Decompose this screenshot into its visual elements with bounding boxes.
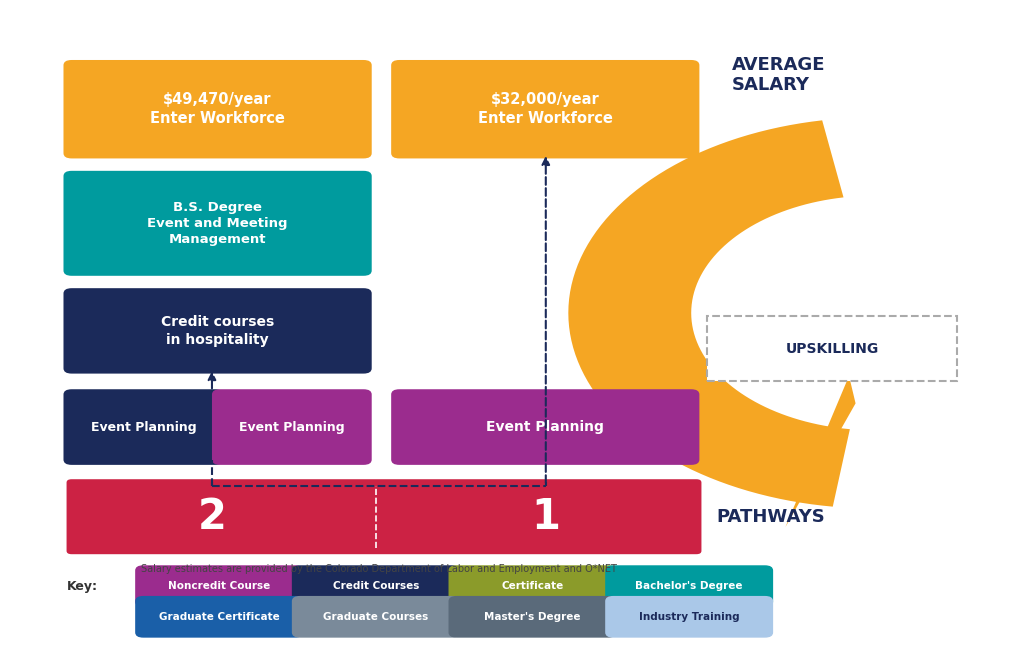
FancyBboxPatch shape	[605, 565, 773, 607]
FancyBboxPatch shape	[707, 316, 957, 381]
Text: $49,470/year
Enter Workforce: $49,470/year Enter Workforce	[151, 93, 285, 126]
FancyBboxPatch shape	[449, 565, 616, 607]
FancyBboxPatch shape	[605, 596, 773, 638]
Text: 2: 2	[198, 496, 226, 538]
Polygon shape	[568, 121, 850, 507]
Text: Event Planning: Event Planning	[239, 421, 345, 434]
FancyBboxPatch shape	[391, 60, 699, 158]
Text: Certificate: Certificate	[502, 581, 563, 591]
Text: B.S. Degree
Event and Meeting
Management: B.S. Degree Event and Meeting Management	[147, 201, 288, 246]
FancyBboxPatch shape	[63, 389, 223, 465]
Text: Credit courses
in hospitality: Credit courses in hospitality	[161, 315, 274, 347]
Text: UPSKILLING: UPSKILLING	[785, 342, 879, 356]
Text: Credit Courses: Credit Courses	[333, 581, 419, 591]
FancyBboxPatch shape	[135, 565, 303, 607]
Text: Bachelor's Degree: Bachelor's Degree	[636, 581, 742, 591]
Text: AVERAGE
SALARY: AVERAGE SALARY	[732, 55, 825, 95]
Text: Noncredit Course: Noncredit Course	[168, 581, 270, 591]
Text: Event Planning: Event Planning	[90, 421, 197, 434]
FancyBboxPatch shape	[292, 596, 460, 638]
Text: Salary estimates are provided by the Colorado Department of Labor and Employment: Salary estimates are provided by the Col…	[141, 563, 616, 574]
Text: 1: 1	[531, 496, 560, 538]
Text: Industry Training: Industry Training	[639, 612, 739, 622]
Text: PATHWAYS: PATHWAYS	[717, 508, 825, 526]
FancyBboxPatch shape	[449, 596, 616, 638]
FancyBboxPatch shape	[212, 389, 372, 465]
Text: $32,000/year
Enter Workforce: $32,000/year Enter Workforce	[478, 93, 612, 126]
FancyBboxPatch shape	[135, 596, 303, 638]
FancyBboxPatch shape	[391, 389, 699, 465]
Text: Key:: Key:	[67, 580, 97, 593]
FancyBboxPatch shape	[63, 288, 372, 374]
FancyBboxPatch shape	[63, 60, 372, 158]
FancyBboxPatch shape	[292, 565, 460, 607]
Text: Graduate Certificate: Graduate Certificate	[159, 612, 280, 622]
Text: Event Planning: Event Planning	[486, 420, 604, 434]
Text: Master's Degree: Master's Degree	[484, 612, 581, 622]
Polygon shape	[785, 376, 856, 527]
FancyBboxPatch shape	[67, 479, 701, 554]
Text: Graduate Courses: Graduate Courses	[324, 612, 428, 622]
FancyBboxPatch shape	[63, 171, 372, 276]
